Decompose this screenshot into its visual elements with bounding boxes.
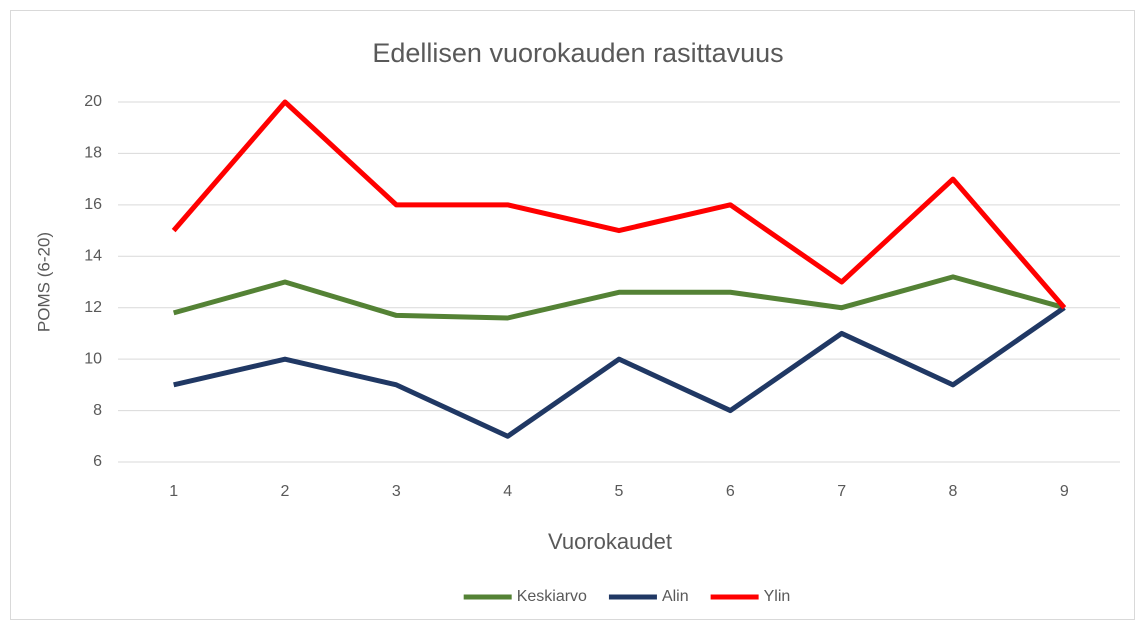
chart-border — [10, 10, 1135, 620]
x-tick-label: 4 — [503, 483, 512, 500]
x-tick-label: 6 — [726, 483, 735, 500]
x-tick-label: 8 — [949, 483, 958, 500]
data-line — [172, 274, 1065, 321]
y-tick-label: 20 — [84, 93, 102, 110]
x-tick-label: 3 — [392, 483, 401, 500]
legend-label: Ylin — [764, 588, 791, 605]
y-tick-label: 8 — [93, 402, 102, 419]
x-tick-label: 7 — [837, 483, 846, 500]
legend-label: Keskiarvo — [517, 588, 587, 605]
x-tick-label: 5 — [615, 483, 624, 500]
y-tick-label: 14 — [84, 248, 102, 265]
y-axis-title: POMS (6-20) — [34, 232, 53, 332]
y-tick-label: 6 — [93, 453, 102, 470]
x-axis-title: Vuorokaudet — [548, 529, 672, 554]
chart-title: Edellisen vuorokauden rasittavuus — [372, 38, 783, 68]
y-tick-label: 18 — [84, 145, 102, 162]
y-tick-label: 16 — [84, 196, 102, 213]
legend-label: Alin — [662, 588, 689, 605]
y-tick-label: 10 — [84, 350, 102, 367]
data-line — [173, 305, 1066, 439]
data-line — [171, 99, 1067, 310]
x-tick-label: 2 — [281, 483, 290, 500]
x-tick-label: 1 — [169, 483, 178, 500]
x-tick-label: 9 — [1060, 483, 1069, 500]
y-tick-label: 12 — [84, 299, 102, 316]
